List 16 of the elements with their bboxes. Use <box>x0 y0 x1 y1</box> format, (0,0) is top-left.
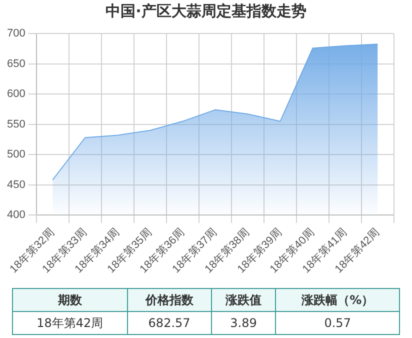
y-tick-label: 650 <box>6 58 26 70</box>
y-tick-label: 600 <box>6 88 26 100</box>
text: 期数 <box>12 288 128 312</box>
chart-title: 中国·产区大蒜周定基指数走势 <box>104 2 308 21</box>
text: 3.89 <box>211 312 276 334</box>
text: 682.57 <box>127 312 212 334</box>
text: 18年第42周 <box>12 312 128 334</box>
text: 0.57 <box>276 312 400 334</box>
text: 涨跌幅（%） <box>276 288 400 312</box>
y-tick-label: 450 <box>6 178 26 191</box>
y-tick-label: 550 <box>6 118 26 130</box>
text: 价格指数 <box>127 288 212 312</box>
y-tick-label: 700 <box>6 28 26 40</box>
text: 涨跌值 <box>211 288 276 312</box>
y-tick-label: 400 <box>6 209 26 222</box>
y-tick-label: 500 <box>6 148 26 161</box>
